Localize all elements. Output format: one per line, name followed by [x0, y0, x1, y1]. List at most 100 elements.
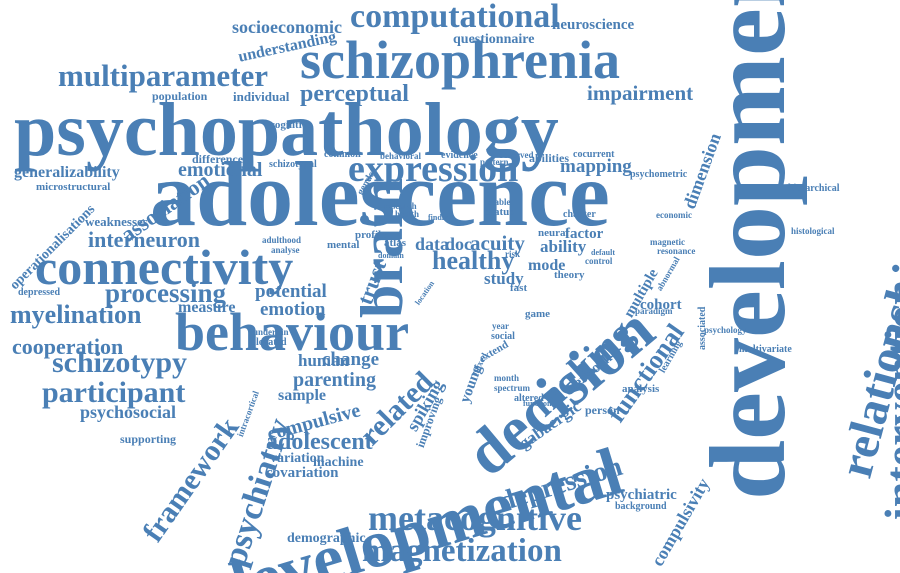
- word-stable: stable: [488, 197, 511, 207]
- word-perceptual: perceptual: [300, 81, 409, 107]
- word-healthy: healthy: [432, 246, 515, 275]
- word-emotional: emotional: [178, 159, 263, 181]
- word-questionnaire: questionnaire: [453, 32, 535, 47]
- word-human: human: [298, 351, 350, 370]
- word-parenting: parenting: [293, 369, 376, 391]
- word-abilities: abilities: [529, 151, 570, 165]
- word-intervention: intervention: [875, 279, 900, 520]
- word-analyse: analyse: [271, 245, 300, 255]
- word-microstructural: microstructural: [36, 181, 111, 193]
- word-game: game: [525, 308, 551, 320]
- word-factor: factor: [565, 226, 604, 242]
- word-psychiatric: psychiatric: [606, 487, 677, 503]
- word-development: development: [689, 0, 808, 500]
- word-person: person: [585, 403, 620, 417]
- word-weaknesses: weaknesses: [85, 214, 148, 229]
- word-supporting: supporting: [120, 432, 177, 446]
- word-doc: doc: [445, 234, 472, 254]
- word-cohort: cohort: [640, 297, 682, 313]
- word-connectivity: connectivity: [35, 239, 294, 295]
- word-economic: economic: [656, 210, 692, 220]
- word-evidence: evidence: [441, 150, 478, 161]
- word-computational: computational: [350, 0, 560, 35]
- word-covariation: covariation: [266, 465, 339, 481]
- word-psychopathology: psychopathology: [14, 88, 559, 172]
- word-paradigm: paradigm: [635, 306, 673, 316]
- word-measure: measure: [178, 299, 236, 316]
- word-month: month: [494, 373, 520, 383]
- word-participant: participant: [42, 376, 186, 409]
- word-potential: potential: [255, 281, 327, 302]
- word-finding: finding: [428, 213, 453, 222]
- word-schizotypy: schizotypy: [52, 346, 187, 379]
- word-cognitive: cognitive: [270, 119, 313, 131]
- word-generalizability: generalizability: [14, 164, 120, 181]
- word-profile: profile: [355, 229, 386, 241]
- word-altered: altered: [514, 393, 544, 404]
- word-machine: machine: [313, 455, 364, 470]
- word-impairment: impairment: [587, 81, 694, 105]
- word-pattern: pattern: [480, 157, 509, 167]
- word-multivariate: multivariate: [739, 344, 792, 355]
- word-common: common: [324, 149, 361, 160]
- word-depressed: depressed: [18, 287, 61, 298]
- word-chapter: chapter: [563, 209, 596, 220]
- word-underpin: underpin: [253, 327, 289, 337]
- word-magnetization: magnetization: [362, 533, 562, 569]
- word-histological: histological: [791, 226, 835, 236]
- word-fast: fast: [510, 282, 528, 294]
- word-neural: neural: [538, 227, 569, 239]
- word-cocurrent: cocurrent: [573, 149, 615, 160]
- word-population: population: [152, 89, 208, 103]
- word-behaviour: behaviour: [175, 302, 410, 362]
- word-psychosocial: psychosocial: [80, 402, 177, 422]
- word-change: change: [322, 349, 379, 370]
- word-magnetic: magnetic: [650, 237, 685, 247]
- word-background: background: [615, 501, 667, 512]
- word-schizotypal: schizotypal: [269, 159, 317, 170]
- word-cooperation: cooperation: [12, 334, 124, 359]
- word-multiparameter: multiparameter: [58, 58, 269, 93]
- word-acuity: acuity: [470, 231, 525, 255]
- word-metacognitive: metacognitive: [368, 498, 582, 538]
- word-theory: theory: [554, 269, 585, 281]
- word-analysis: analysis: [622, 383, 660, 395]
- word-hierarchical: hierarchical: [788, 183, 840, 194]
- word-neuroscience: neuroscience: [552, 17, 635, 33]
- word-default: default: [591, 248, 615, 257]
- word-ability: ability: [540, 237, 587, 256]
- word-location: location: [413, 279, 437, 307]
- word-variation: variation: [270, 451, 325, 466]
- word-psychometric: psychometric: [630, 169, 688, 180]
- word-risk: risk: [505, 249, 521, 259]
- word-emotion: emotion: [260, 299, 326, 320]
- word-adolescent: adolescent: [266, 429, 373, 455]
- word-observed: observed: [499, 150, 534, 160]
- word-data: data: [415, 234, 450, 254]
- word-social: social: [491, 331, 515, 342]
- word-mode: mode: [528, 257, 566, 274]
- word-study: study: [484, 269, 524, 288]
- word-status: status: [486, 206, 514, 218]
- word-behavioral: behavioral: [380, 151, 422, 161]
- word-demographic: demographic: [287, 531, 366, 546]
- word-associated: associated: [697, 306, 708, 350]
- word-mixed: mixed: [469, 351, 490, 377]
- word-myelination: myelination: [10, 300, 142, 329]
- word-socioeconomic: socioeconomic: [232, 17, 342, 37]
- word-mapping: mapping: [560, 156, 632, 177]
- word-schizophrenia: schizophrenia: [300, 30, 621, 90]
- word-resonance: resonance: [657, 246, 696, 256]
- word-individual: individual: [233, 89, 290, 104]
- word-adolescence: adolescence: [150, 143, 610, 245]
- word-control: control: [585, 256, 613, 266]
- word-interneuron: interneuron: [88, 227, 201, 252]
- word-domain: domain: [378, 251, 404, 260]
- word-health: health: [395, 209, 420, 219]
- word-expression: expression: [348, 148, 519, 190]
- word-psychology: psychology: [704, 325, 747, 335]
- word-located: located: [256, 337, 287, 348]
- word-spectrum: spectrum: [494, 383, 530, 393]
- word-adulthood: adulthood: [262, 235, 302, 245]
